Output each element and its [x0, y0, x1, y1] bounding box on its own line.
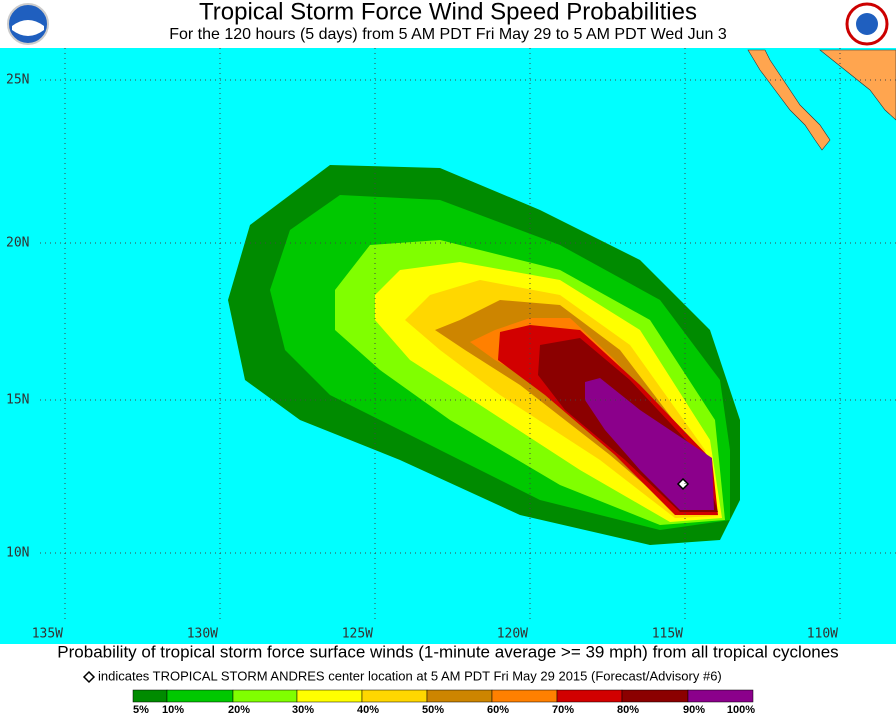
- probability-contours: [228, 165, 740, 545]
- legend-swatch: [166, 689, 234, 703]
- latitude-label: 20N: [6, 236, 29, 251]
- legend-swatch: [687, 689, 754, 703]
- longitude-label: 120W: [497, 627, 528, 642]
- storm-center-marker: [676, 477, 690, 491]
- legend-swatch: [621, 689, 689, 703]
- longitude-label: 115W: [652, 627, 683, 642]
- latitude-label: 15N: [6, 393, 29, 408]
- legend: 5% 10% 20% 30% 40% 50% 60% 70% 80% 90% 100%: [132, 689, 755, 716]
- title: Tropical Storm Force Wind Speed Probabil…: [199, 0, 697, 25]
- contour-90: [585, 378, 714, 510]
- header-band: [0, 0, 896, 48]
- legend-swatch: [361, 689, 428, 703]
- mainland-mexico: [819, 49, 896, 121]
- caption: Probability of tropical storm force surf…: [57, 642, 838, 661]
- legend-label: 50%: [422, 704, 444, 716]
- legend-swatch: [556, 689, 623, 703]
- legend-label: 20%: [228, 704, 250, 716]
- legend-label: 10%: [162, 704, 184, 716]
- legend-label: 90%: [683, 704, 705, 716]
- legend-label: 60%: [487, 704, 509, 716]
- legend-label: 80%: [617, 704, 639, 716]
- longitude-label: 125W: [342, 627, 373, 642]
- legend-swatch: [426, 689, 493, 703]
- marker-note: indicates TROPICAL STORM ANDRES center l…: [98, 668, 722, 683]
- noaa-logo-wave: [12, 20, 44, 36]
- latitude-label: 25N: [6, 73, 29, 88]
- legend-label: 30%: [292, 704, 314, 716]
- legend-label: 70%: [552, 704, 574, 716]
- longitude-label: 130W: [187, 627, 218, 642]
- graticule: 25N 20N 15N 10N 135W 130W 125W 120W 115W 110W: [6, 48, 896, 642]
- nws-logo-center: [856, 13, 878, 35]
- subtitle: For the 120 hours (5 days) from 5 AM PDT…: [169, 26, 727, 43]
- legend-swatch: [132, 689, 168, 703]
- longitude-label: 110W: [807, 627, 838, 642]
- baja-california: [747, 49, 831, 151]
- legend-swatch: [491, 689, 558, 703]
- legend-label: 5%: [133, 704, 149, 716]
- legend-label: 100%: [727, 704, 755, 716]
- longitude-label: 135W: [32, 627, 63, 642]
- legend-marker-icon: [82, 670, 96, 684]
- legend-swatch: [296, 689, 363, 703]
- latitude-label: 10N: [6, 546, 29, 561]
- legend-label: 40%: [357, 704, 379, 716]
- legend-swatch: [232, 689, 298, 703]
